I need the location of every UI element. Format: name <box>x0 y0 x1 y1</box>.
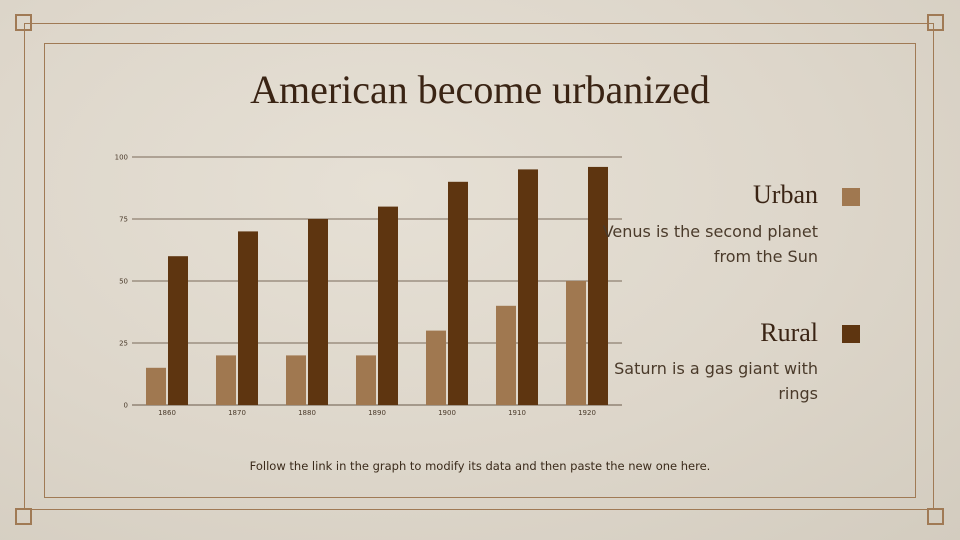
bar-urban-1880 <box>286 355 306 405</box>
corner-ornament-bottom-left <box>15 508 32 525</box>
bar-urban-1910 <box>496 305 516 405</box>
legend-urban-label: Urban <box>753 180 818 209</box>
bars <box>146 166 608 405</box>
inner-frame <box>44 43 916 498</box>
y-tick-label: 100 <box>115 154 128 162</box>
y-tick-label: 0 <box>124 402 128 410</box>
footnote: Follow the link in the graph to modify i… <box>249 459 711 473</box>
bar-urban-1870 <box>216 355 236 405</box>
corner-ornament-top-left <box>15 14 32 31</box>
bar-urban-1890 <box>356 355 376 405</box>
x-tick-label: 1880 <box>298 409 316 417</box>
slide-title: American become urbanized <box>250 67 710 112</box>
legend-rural-swatch <box>842 325 860 343</box>
legend-rural-label: Rural <box>760 318 818 347</box>
outer-frame <box>24 23 934 510</box>
bar-rural-1870 <box>238 231 258 405</box>
bar-rural-1880 <box>308 219 328 405</box>
corner-ornament-top-right <box>927 14 944 31</box>
bar-urban-1900 <box>426 330 446 405</box>
x-axis-ticks: 1860 1870 1880 1890 1900 1910 1920 <box>158 409 596 417</box>
x-tick-label: 1870 <box>228 409 246 417</box>
x-tick-label: 1860 <box>158 409 176 417</box>
x-tick-label: 1920 <box>578 409 596 417</box>
y-tick-label: 50 <box>119 278 128 286</box>
bar-rural-1890 <box>378 206 398 405</box>
legend-urban-swatch <box>842 188 860 206</box>
y-tick-label: 75 <box>119 216 128 224</box>
bar-rural-1900 <box>448 181 468 405</box>
y-tick-label: 25 <box>119 340 128 348</box>
bar-chart[interactable]: 0 25 50 75 100 1860 1870 1880 1890 1900 1910 1920 <box>100 140 630 430</box>
x-tick-label: 1910 <box>508 409 526 417</box>
bar-rural-1860 <box>168 256 188 405</box>
legend-urban-description: Venus is the second planet from the Sun <box>602 222 818 266</box>
x-tick-label: 1900 <box>438 409 456 417</box>
bar-rural-1910 <box>518 169 538 405</box>
grid-lines <box>132 156 622 406</box>
corner-ornament-bottom-right <box>927 508 944 525</box>
x-tick-label: 1890 <box>368 409 386 417</box>
bar-urban-1920 <box>566 281 586 405</box>
y-axis-ticks: 0 25 50 75 100 <box>115 154 128 410</box>
legend-rural-description: Saturn is a gas giant with rings <box>614 359 818 403</box>
bar-rural-1920 <box>588 166 608 405</box>
bar-urban-1860 <box>146 367 166 405</box>
